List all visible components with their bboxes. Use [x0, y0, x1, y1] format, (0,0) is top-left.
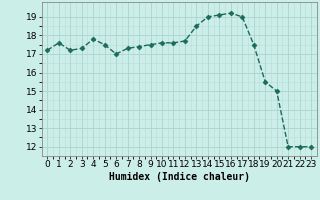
X-axis label: Humidex (Indice chaleur): Humidex (Indice chaleur) — [109, 172, 250, 182]
